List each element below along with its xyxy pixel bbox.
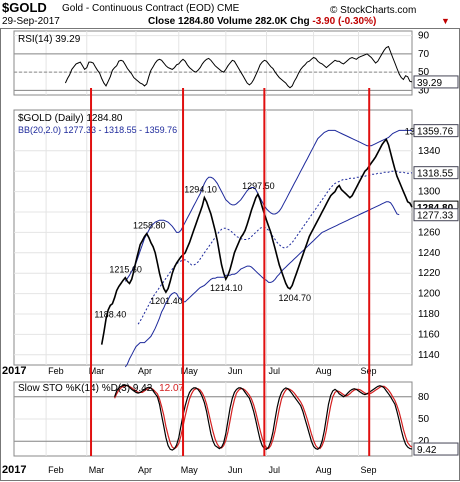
month-label: Sep [361,465,377,475]
price-tick-label: 1160 [418,329,440,340]
sto-tick-label: 50 [418,414,430,425]
month-label: Jul [268,465,280,475]
price-right-label-box [413,166,459,180]
month-label: Feb [48,465,64,475]
rsi-line [64,45,413,89]
price-annotation: 1188.40 [94,309,126,319]
rsi-legend: RSI(14) 39.29 [18,34,81,45]
price-right-label: 1277.33 [417,211,454,222]
price-legend: $GOLD (Daily) 1284.80 [18,113,123,124]
sto-last-value-box [413,442,459,456]
bb-legend: BB(20,2.0) 1277.33 - 1318.55 - 1359.76 [18,125,177,135]
instrument-name: Gold - Continuous Contract (EOD) CME [62,3,240,14]
price-right-label: 1318.55 [417,169,454,180]
price-annotation: 1294.10 [184,185,217,195]
price-line [100,137,413,345]
month-label: Aug [316,366,332,376]
price-tick-label: 1220 [418,268,441,279]
down-triangle-icon: ▼ [441,16,450,26]
change-value: -3.90 (-0.30%) [312,16,377,27]
rsi-last-value: 39.29 [417,78,442,89]
volume-value: 282.0K [255,16,288,27]
change-label: Chg [290,16,310,27]
sto-legend: Slow STO %K(14) %D(3) 9.42, [18,383,155,394]
panel-frame [13,109,413,366]
chart-symbol: $GOLD [2,0,47,15]
month-label: Apr [138,366,152,376]
month-label: Apr [138,465,152,475]
sto-k-line [114,384,413,451]
volume-label: Volume [216,16,253,27]
rsi-tick-label: 90 [418,31,430,42]
price-annotation: 1258.80 [133,221,166,231]
close-label: Close [148,16,176,27]
price-annotation: 1297.50 [242,181,275,191]
price-tick-label: 1340 [418,146,441,157]
quote-summary: Close 1284.80 Volume 282.0K Chg -3.90 (-… [148,16,376,27]
sto-tick-label: 80 [418,392,430,403]
sto-last-value: 9.42 [417,445,437,456]
sto-tick-label: 20 [418,436,430,447]
month-label: Mar [89,465,105,475]
month-label: May [181,465,199,475]
month-label: Jun [228,465,243,475]
month-label: Jul [268,366,280,376]
month-label: Feb [48,366,64,376]
rsi-last-value-box [413,75,459,89]
year-label: 2017 [2,464,26,476]
price-right-label-box [413,124,459,138]
price-annotation: 1204.70 [278,293,311,303]
month-label: Jun [228,366,243,376]
price-annotation: 1215.60 [109,265,142,275]
sto-d-legend: 12.07 [159,383,184,394]
month-label: May [181,366,199,376]
price-tick-label: 1180 [418,309,440,320]
price-tick-label: 1140 [418,350,440,361]
price-tick-label: 1260 [418,227,441,238]
year-label: 2017 [2,365,26,377]
month-label: Mar [89,366,105,376]
quote-date: 29-Sep-2017 [2,16,60,27]
sto-d-line [114,385,413,450]
price-annotation: 1201.40 [150,296,183,306]
price-tick-label: 1240 [418,248,441,259]
month-label: Aug [316,465,332,475]
price-annotation: 1214.10 [210,283,243,293]
bb-lower-line [124,201,400,368]
price-tick-label: 1200 [418,289,441,300]
price-tick-label: 1300 [418,187,441,198]
rsi-tick-label: 30 [418,85,430,96]
bb-upper-line [124,129,413,282]
close-value: 1284.80 [178,16,215,27]
copyright-text: © StockCharts.com [330,5,417,16]
price-right-label-box [413,208,459,222]
rsi-tick-label: 70 [418,49,430,60]
rsi-tick-label: 50 [418,67,430,78]
price-right-label: 1359.76 [417,127,454,138]
